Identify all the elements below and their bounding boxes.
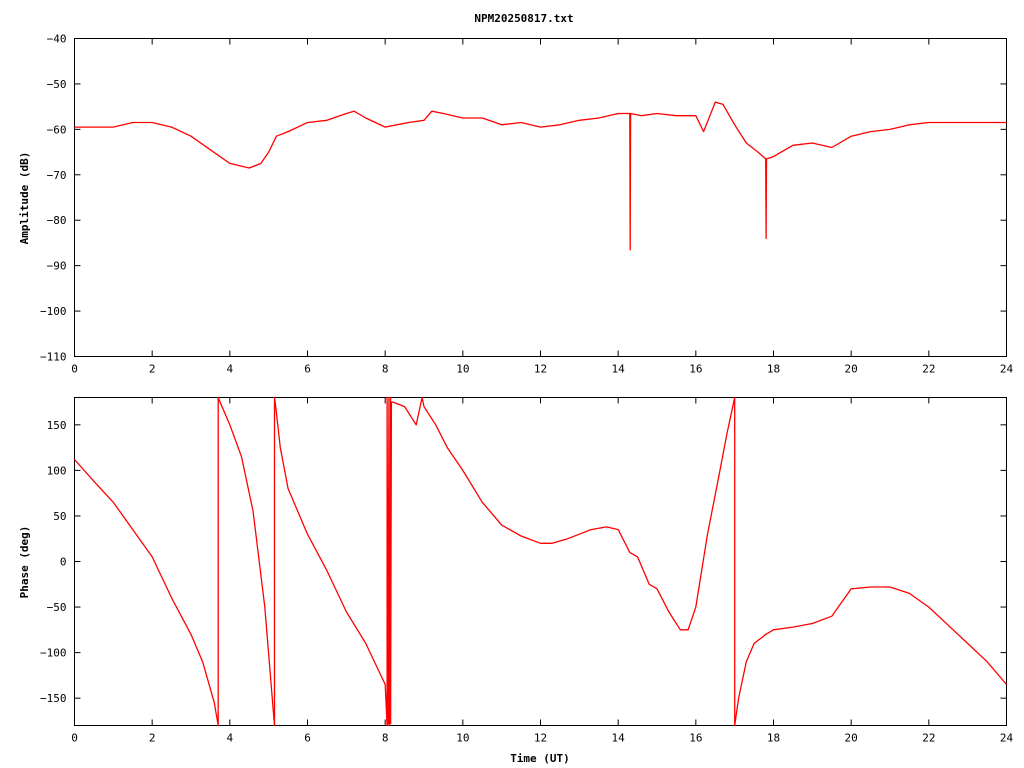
phase-y-tick-label: −100: [40, 647, 67, 660]
phase-x-axis-label: Time (UT): [510, 752, 570, 765]
phase-y-tick-label: 100: [47, 464, 67, 477]
phase-y-tick-label: 0: [60, 556, 67, 569]
phase-x-tick-label: 0: [71, 732, 78, 745]
amplitude-y-tick-label: −100: [40, 305, 67, 318]
phase-plot-frame: [74, 397, 1007, 726]
phase-y-tick-label: 50: [53, 510, 66, 523]
amplitude-x-tick-label: 20: [845, 363, 858, 376]
phase-x-tick-label: 10: [456, 732, 469, 745]
amplitude-y-tick-label: −80: [47, 214, 67, 227]
amplitude-y-tick-label: −50: [47, 78, 67, 91]
phase-y-tick-label: −150: [40, 692, 67, 705]
phase-x-tick-label: 24: [1000, 732, 1014, 745]
phase-x-tick-label: 2: [149, 732, 156, 745]
amplitude-y-tick-label: −70: [47, 169, 67, 182]
amplitude-x-tick-label: 12: [534, 363, 547, 376]
amplitude-plot-frame: [74, 38, 1007, 357]
phase-x-tick-label: 14: [612, 732, 626, 745]
phase-series-line: [74, 396, 1007, 727]
phase-panel: Phase (deg) Time (UT) 0 2 4 6 8 10 12 14 16 18 20 2…: [18, 396, 1014, 765]
amplitude-x-tick-label: 0: [71, 363, 78, 376]
amplitude-y-tick-label: −110: [40, 351, 67, 364]
amplitude-x-tick-label: 6: [304, 363, 311, 376]
amplitude-y-axis-label: Amplitude (dB): [18, 152, 31, 245]
amplitude-x-tick-label: 4: [227, 363, 234, 376]
phase-x-tick-label: 16: [689, 732, 702, 745]
phase-y-axis-label: Phase (deg): [18, 526, 31, 599]
amplitude-y-tick-label: −40: [47, 33, 67, 46]
amplitude-x-tick-label: 22: [922, 363, 935, 376]
amplitude-y-tick-label: −90: [47, 260, 67, 273]
amplitude-x-tick-label: 8: [382, 363, 389, 376]
chart-title: NPM20250817.txt: [474, 12, 573, 25]
amplitude-x-tick-label: 18: [767, 363, 780, 376]
phase-x-tick-label: 6: [304, 732, 311, 745]
amplitude-x-tick-label: 14: [612, 363, 626, 376]
amplitude-x-tick-label: 16: [689, 363, 702, 376]
amplitude-panel: Amplitude (dB) 0 2 4 6 8 10 12 14 16 18 20 22 24−110…: [18, 33, 1013, 376]
amplitude-x-tick-label: 2: [149, 363, 156, 376]
phase-x-tick-label: 4: [227, 732, 234, 745]
amplitude-series-line: [74, 101, 1007, 251]
amplitude-y-tick-label: −60: [47, 123, 67, 136]
phase-x-tick-label: 12: [534, 732, 547, 745]
phase-y-tick-label: −50: [47, 601, 67, 614]
amplitude-x-tick-label: 24: [1000, 363, 1014, 376]
phase-x-tick-label: 20: [845, 732, 858, 745]
phase-y-tick-label: 150: [47, 419, 67, 432]
phase-x-tick-label: 8: [382, 732, 389, 745]
phase-x-tick-label: 22: [922, 732, 935, 745]
amplitude-x-tick-label: 10: [456, 363, 469, 376]
phase-x-tick-label: 18: [767, 732, 780, 745]
